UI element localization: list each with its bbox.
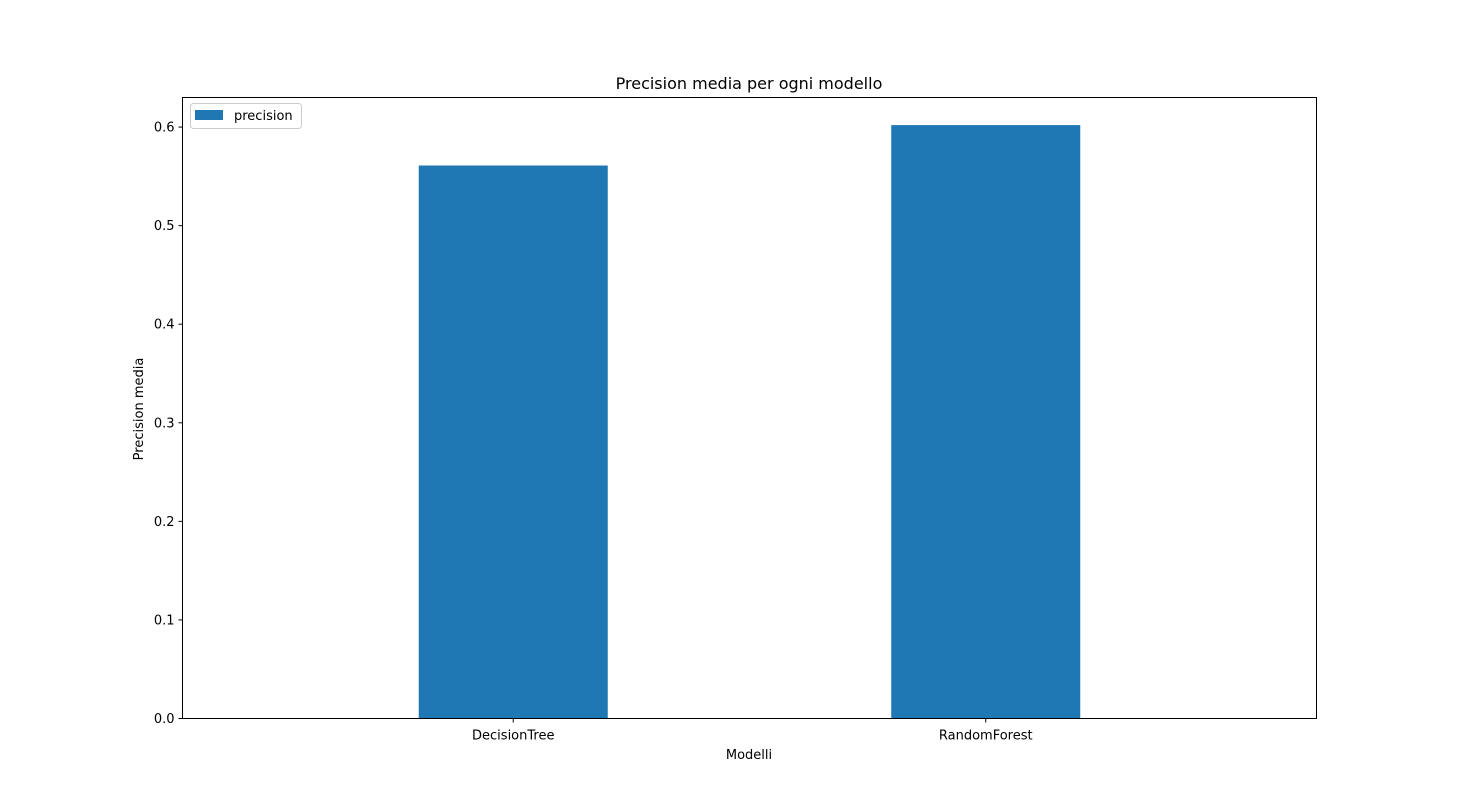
legend: precision — [190, 103, 302, 129]
y-tick-label: 0.0 — [154, 712, 175, 727]
bar-decisiontree — [418, 165, 608, 719]
x-axis-label: Modelli — [726, 748, 772, 763]
y-tick-label: 0.4 — [154, 318, 175, 333]
legend-swatch — [195, 110, 223, 120]
chart-title: Precision media per ogni modello — [616, 74, 883, 93]
plot-area-frame — [182, 97, 1317, 719]
y-tick-label: 0.2 — [154, 515, 175, 530]
legend-box — [190, 103, 302, 129]
bars-group — [418, 125, 1081, 719]
y-axis-label: Precision media — [132, 358, 147, 461]
legend-label: precision — [234, 109, 293, 124]
y-tick-label: 0.3 — [154, 416, 175, 431]
y-tick-label: 0.6 — [154, 121, 175, 136]
bar-randomforest — [891, 125, 1081, 719]
y-tick-label: 0.1 — [154, 613, 175, 628]
x-tick-label: DecisionTree — [472, 729, 554, 744]
x-axis: DecisionTree RandomForest — [472, 718, 1033, 744]
x-tick-label: RandomForest — [939, 729, 1033, 744]
y-axis: 0.0 0.1 0.2 0.3 0.4 0.5 0.6 — [154, 121, 183, 727]
y-tick-label: 0.5 — [154, 219, 175, 234]
